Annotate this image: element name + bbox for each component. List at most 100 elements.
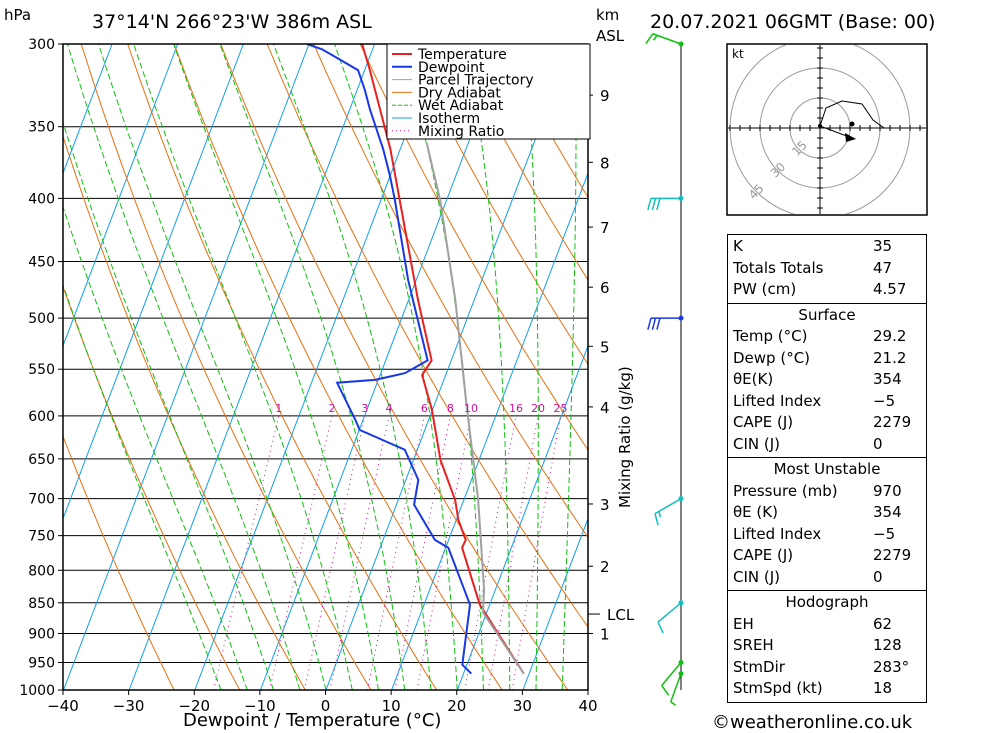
wind-point [678, 41, 684, 47]
row-label: StmDir [733, 657, 785, 676]
row-value: 29.2 [873, 327, 907, 345]
mixing-ratio-line [213, 415, 280, 690]
row-label: SREH [733, 636, 774, 654]
table-row: Dewp (°C) 21.2 [728, 348, 926, 370]
row-value: 0 [873, 434, 883, 453]
y-tick-label: 350 [28, 120, 55, 136]
mixing-ratio-line [394, 415, 451, 690]
isotherm [194, 44, 441, 690]
row-value: 2279 [873, 546, 912, 564]
isotherm [456, 344, 588, 690]
dry-adiabat [452, 44, 588, 281]
wet-adiabat [133, 44, 353, 690]
dry-adiabat [406, 44, 588, 366]
axes: 3003504004505005506006507007508008509009… [19, 37, 634, 715]
y-tick-label: 900 [28, 626, 55, 642]
km-tick-label: 6 [600, 279, 610, 297]
mixing-ratio-label: 6 [421, 402, 428, 415]
isotherm [63, 44, 179, 348]
row-value: −5 [873, 524, 896, 543]
wind-barb [654, 497, 682, 515]
row-label: K [733, 237, 743, 255]
table-row: Pressure (mb) 970 [728, 481, 926, 503]
row-value: 4.57 [873, 280, 907, 298]
legend-item: Temperature [417, 47, 507, 63]
wind-barb-flag [652, 34, 658, 41]
isotherm [128, 44, 376, 690]
dry-adiabat [63, 285, 241, 690]
x-tick-label: 10 [382, 697, 401, 715]
datetime-title: 20.07.2021 06GMT (Base: 00) [650, 11, 935, 33]
wind-point [678, 195, 684, 201]
y-tick-label: 450 [28, 255, 55, 271]
y-tick-label: 800 [28, 563, 55, 579]
wind-barb-flag [658, 511, 662, 518]
row-value: 35 [873, 237, 893, 255]
legend-item: Mixing Ratio [418, 124, 504, 140]
wet-adiabat [219, 44, 406, 690]
x-tick-label: 40 [578, 697, 597, 715]
km-tick-label: 7 [600, 219, 610, 237]
row-value: 62 [873, 614, 893, 633]
table-row: Lifted Index −5 [728, 391, 926, 413]
x-tick-label: −30 [113, 697, 145, 715]
km-tick-label: 9 [600, 87, 610, 105]
wind-barb [652, 33, 682, 45]
wind-barb-flag [670, 701, 677, 706]
km-tick-label: 4 [600, 399, 610, 417]
row-label: CAPE (J) [733, 546, 794, 564]
wet-adiabat [63, 205, 248, 690]
mixing-ratio-line [487, 415, 539, 690]
dry-adiabat [80, 44, 372, 690]
y-tick-label: 650 [28, 452, 55, 468]
mixing-ratio-label: 8 [447, 402, 454, 415]
row-label: Lifted Index [733, 391, 822, 410]
wind-point [678, 600, 684, 606]
row-value: 354 [873, 503, 902, 521]
mixing-ratio-label: 1 [275, 402, 282, 415]
parcel-trajectory-line [425, 143, 525, 675]
storm-motion-arrow-icon [845, 133, 856, 142]
dewpoint-line [306, 44, 473, 675]
dry-adiabat [359, 44, 588, 451]
indices-table: K 35 Totals Totals 47 PW (cm) 4.57 Surface Tem… [727, 234, 927, 703]
dry-adiabat [313, 44, 588, 539]
x-axis-label: Dewpoint / Temperature (°C) [183, 710, 441, 731]
row-label: Dewp (°C) [733, 348, 811, 367]
isotherm [63, 44, 113, 175]
lcl-label: LCL [607, 606, 635, 624]
wind-barb-flag [647, 198, 652, 211]
dry-adiabat [266, 44, 588, 628]
wet-adiabat [399, 44, 484, 690]
mixing-ratio-line [329, 415, 390, 690]
section-title: Hodograph [785, 593, 869, 611]
row-value: −5 [873, 391, 896, 410]
y-tick-label: 550 [28, 362, 55, 378]
isotherm [325, 44, 572, 690]
table-row: θE(K) 354 [728, 369, 926, 391]
y-tick-label: 500 [28, 311, 55, 327]
table-row: PW (cm) 4.57 [728, 279, 926, 301]
y-tick-label: 600 [28, 409, 55, 425]
background-lines [63, 44, 1000, 690]
hodograph-section: Hodograph EH 62 SREH 128 StmDir 283° StmSpd (kt… [727, 591, 927, 703]
row-label: CAPE (J) [733, 413, 794, 431]
legend-item: Parcel Trajectory [418, 73, 534, 89]
dry-adiabat [918, 44, 1000, 690]
x-tick-label: −10 [244, 697, 276, 715]
dry-adiabat [63, 434, 175, 690]
legend-item: Isotherm [418, 111, 480, 127]
x-tick-label: −40 [47, 697, 79, 715]
wind-barb-flag [656, 317, 661, 330]
row-value: 47 [873, 258, 893, 277]
legend-box [386, 43, 591, 140]
wet-adiabat [63, 120, 274, 690]
wind-barb-flag [651, 198, 657, 211]
y-tick-label: 400 [28, 191, 55, 207]
y-tick-label: 300 [28, 37, 55, 53]
row-label: CIN (J) [733, 434, 781, 453]
